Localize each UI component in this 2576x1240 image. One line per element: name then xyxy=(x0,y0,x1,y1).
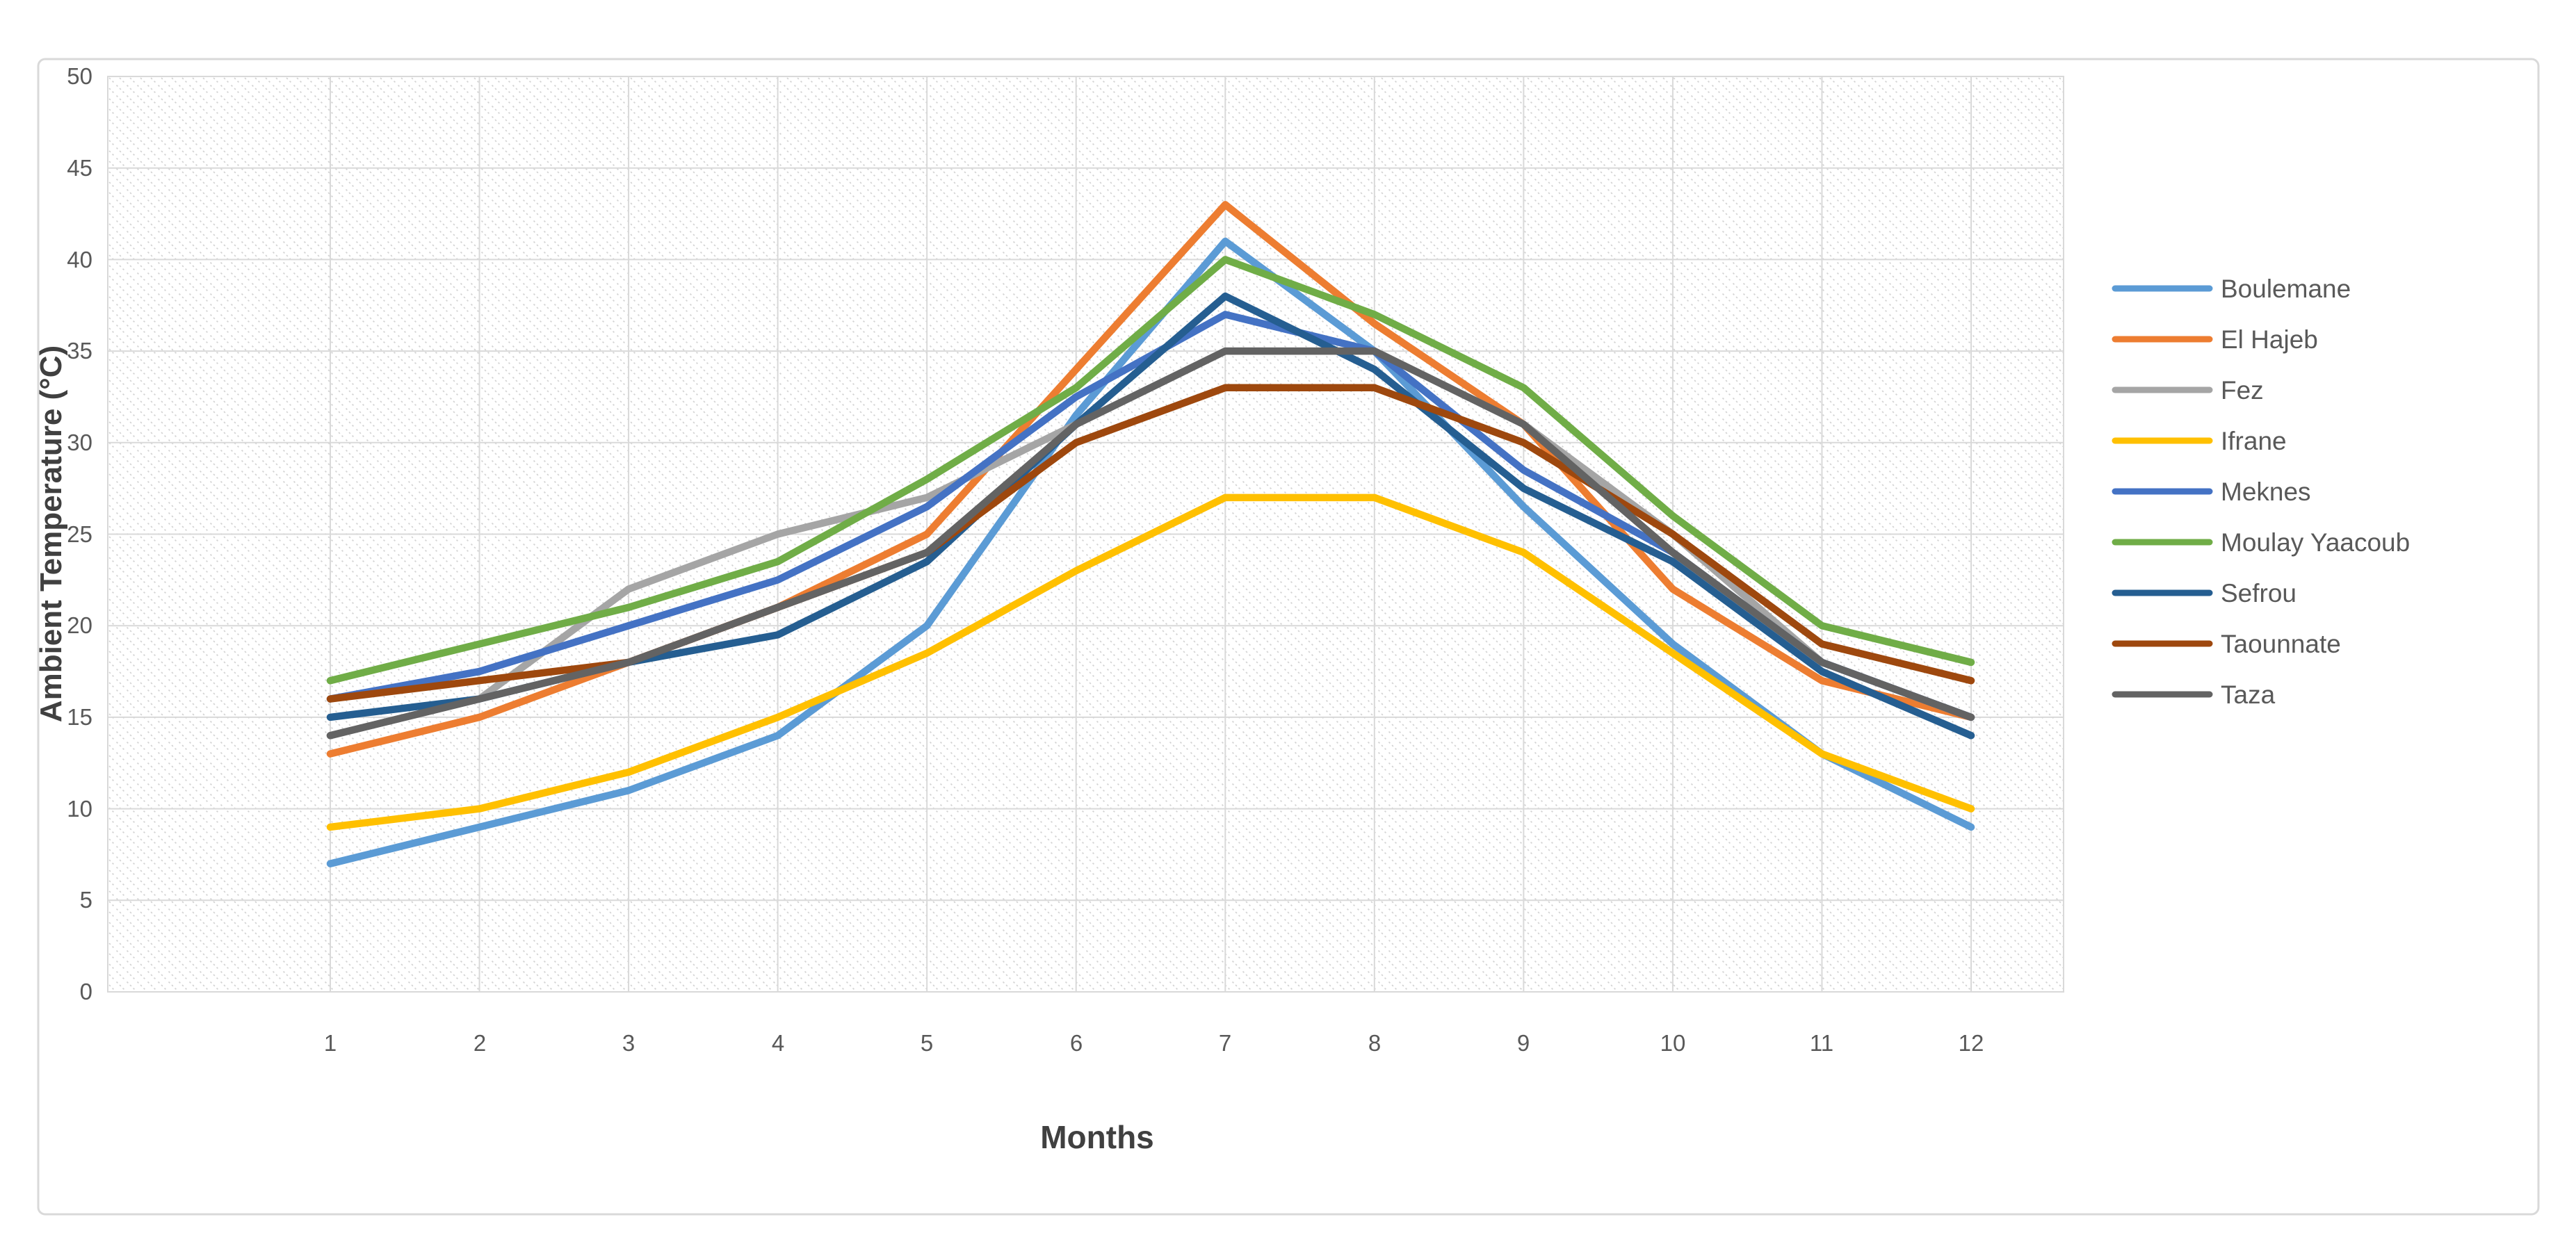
legend-item-el-hajeb: El Hajeb xyxy=(2112,325,2318,354)
legend-label: Fez xyxy=(2221,376,2264,405)
y-tick: 15 xyxy=(67,704,92,730)
legend-label: El Hajeb xyxy=(2221,325,2318,354)
legend-label: Moulay Yaacoub xyxy=(2221,528,2410,557)
data-series-lines xyxy=(326,201,1975,867)
legend-item-meknes: Meknes xyxy=(2112,478,2311,506)
y-tick: 10 xyxy=(67,796,92,822)
y-tick: 35 xyxy=(67,338,92,364)
x-tick: 12 xyxy=(1959,1030,1984,1056)
x-axis-tick-labels: 1 2 3 4 5 6 7 8 9 10 11 12 xyxy=(324,1030,1984,1056)
y-tick: 45 xyxy=(67,155,92,181)
legend-item-moulay-yaacoub: Moulay Yaacoub xyxy=(2112,528,2410,557)
series-line-ifrane xyxy=(326,493,1975,831)
x-tick: 10 xyxy=(1660,1030,1686,1056)
y-tick: 30 xyxy=(67,430,92,455)
legend-item-taounnate: Taounnate xyxy=(2112,630,2341,658)
x-tick: 1 xyxy=(324,1030,337,1056)
x-tick: 8 xyxy=(1368,1030,1381,1056)
y-tick: 40 xyxy=(67,247,92,272)
series-line-moulay-yaacoub xyxy=(326,256,1975,685)
x-tick: 11 xyxy=(1810,1030,1833,1056)
legend-label: Ifrane xyxy=(2221,427,2287,455)
y-tick: 25 xyxy=(67,521,92,547)
series-line-taza xyxy=(326,347,1975,740)
legend-label: Boulemane xyxy=(2221,275,2351,303)
x-tick: 2 xyxy=(473,1030,486,1056)
x-tick: 7 xyxy=(1219,1030,1231,1056)
plot-border xyxy=(107,76,2064,993)
legend-label: Sefrou xyxy=(2221,579,2296,607)
y-axis-tick-labels: 0 5 10 15 20 25 30 35 40 45 50 xyxy=(67,63,92,1004)
x-axis-title: Months xyxy=(1040,1119,1154,1155)
legend-item-taza: Taza xyxy=(2112,680,2276,709)
legend-item-boulemane: Boulemane xyxy=(2112,275,2351,303)
y-axis-title: Ambient Temperature (°C) xyxy=(34,345,68,722)
x-tick: 6 xyxy=(1070,1030,1083,1056)
y-tick: 5 xyxy=(80,887,92,913)
legend-label: Taza xyxy=(2221,680,2276,709)
y-tick: 50 xyxy=(67,63,92,89)
legend-item-fez: Fez xyxy=(2112,376,2264,405)
legend-item-sefrou: Sefrou xyxy=(2112,579,2296,607)
legend-label: Meknes xyxy=(2221,478,2311,506)
legend-item-ifrane: Ifrane xyxy=(2112,427,2287,455)
x-tick: 9 xyxy=(1517,1030,1530,1056)
legend-label: Taounnate xyxy=(2221,630,2341,658)
y-tick: 0 xyxy=(80,979,92,1004)
x-tick: 4 xyxy=(772,1030,784,1056)
x-tick: 3 xyxy=(622,1030,635,1056)
x-tick: 5 xyxy=(921,1030,933,1056)
legend: Boulemane El Hajeb Fez Ifrane Meknes Mou… xyxy=(2112,275,2410,709)
y-tick: 20 xyxy=(67,612,92,638)
